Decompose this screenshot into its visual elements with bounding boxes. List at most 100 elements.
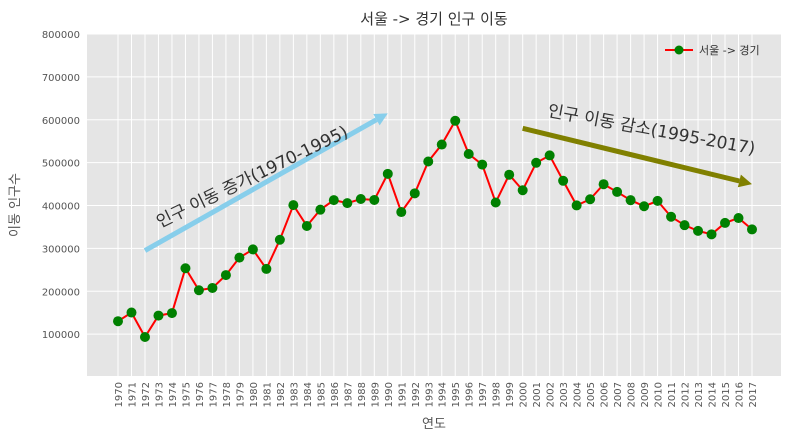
annotation-arrows: [143, 113, 752, 253]
data-point: [369, 194, 380, 205]
data-point: [652, 195, 663, 206]
data-point: [247, 244, 258, 255]
data-point: [288, 200, 299, 211]
x-tick-label: 2014: [708, 382, 719, 407]
x-tick-label: 2008: [627, 382, 638, 407]
x-tick-label: 1970: [114, 382, 125, 407]
x-tick-label: 2007: [613, 382, 624, 407]
data-point: [598, 179, 609, 190]
x-tick-label: 2013: [694, 382, 705, 407]
data-point: [679, 220, 690, 231]
x-tick-label: 1989: [370, 382, 381, 407]
x-tick-label: 1980: [249, 382, 260, 407]
x-tick-label: 1977: [208, 382, 219, 407]
x-tick-label: 1971: [127, 382, 138, 407]
x-tick-label: 1979: [235, 382, 246, 407]
x-tick-label: 1972: [141, 382, 152, 407]
x-tick-label: 1994: [438, 382, 449, 407]
x-tick-label: 1973: [154, 382, 165, 407]
data-point: [463, 149, 474, 160]
data-point: [450, 115, 461, 126]
x-tick-label: 2001: [532, 382, 543, 407]
data-point: [113, 316, 123, 327]
x-tick-label: 2011: [667, 382, 678, 407]
x-tick-label: 2012: [681, 382, 692, 407]
y-axis-ticks: 100000 200000 300000 400000 500000 600000 7000…: [42, 30, 80, 341]
data-point: [180, 263, 191, 274]
data-point: [166, 308, 177, 319]
y-tick-label: 600000: [42, 116, 80, 127]
x-tick-label: 1986: [330, 382, 341, 407]
data-point: [531, 157, 542, 168]
data-point: [328, 195, 339, 206]
data-point: [733, 213, 744, 224]
y-tick-label: 300000: [42, 244, 80, 255]
data-point: [409, 188, 420, 199]
data-point: [342, 198, 353, 209]
data-point: [720, 217, 731, 228]
x-tick-label: 1974: [168, 382, 179, 407]
data-point: [693, 225, 704, 236]
data-point: [301, 220, 312, 231]
x-tick-label: 2009: [640, 382, 651, 407]
x-tick-label: 1978: [222, 382, 233, 407]
x-tick-label: 1988: [357, 382, 368, 407]
data-point: [139, 331, 150, 342]
x-tick-label: 1992: [411, 382, 422, 407]
data-point: [274, 234, 285, 245]
x-tick-label: 1996: [465, 382, 476, 407]
x-tick-label: 1982: [276, 382, 287, 407]
x-tick-label: 2005: [586, 382, 597, 407]
legend-marker: [674, 45, 684, 55]
x-tick-label: 1985: [316, 382, 327, 407]
data-point: [382, 168, 393, 179]
x-tick-label: 1997: [478, 382, 489, 407]
data-series: [113, 115, 757, 342]
x-tick-label: 1995: [451, 382, 462, 407]
x-tick-label: 1987: [343, 382, 354, 407]
data-point: [517, 185, 528, 196]
data-point: [207, 282, 218, 293]
data-point: [423, 156, 434, 167]
x-tick-label: 2017: [748, 382, 759, 407]
data-point: [612, 186, 623, 197]
legend-label: 서울 -> 경기: [699, 44, 760, 57]
annotation-arrow-shaft: [522, 125, 740, 184]
data-point: [315, 204, 326, 215]
data-point: [220, 270, 231, 281]
chart-title: 서울 -> 경기 인구 이동: [360, 10, 508, 28]
x-tick-label: 1976: [195, 382, 206, 407]
annotation-arrow-shaft: [143, 117, 378, 253]
data-point: [558, 175, 569, 186]
x-tick-label: 2004: [573, 382, 584, 407]
x-axis-title: 연도: [422, 417, 446, 432]
x-tick-label: 1993: [424, 382, 435, 407]
data-point: [193, 285, 204, 296]
data-point: [436, 139, 447, 150]
legend: 서울 -> 경기: [665, 44, 760, 57]
y-tick-label: 100000: [42, 330, 80, 341]
y-axis-title: 이동 인구수: [8, 173, 23, 237]
x-tick-label: 1990: [384, 382, 395, 407]
x-tick-label: 2002: [546, 382, 557, 407]
data-point: [126, 307, 137, 318]
x-axis-ticks: 1970 1971 1972 1973 1974 1975 1976 1977 1978 1979…: [114, 382, 759, 407]
x-tick-label: 1998: [492, 382, 503, 407]
data-point: [504, 169, 515, 180]
data-point: [544, 150, 555, 161]
data-point: [234, 252, 245, 263]
data-point: [585, 194, 596, 205]
data-point: [666, 211, 677, 222]
data-point: [153, 310, 164, 321]
x-tick-label: 1983: [289, 382, 300, 407]
data-point: [639, 201, 650, 212]
y-tick-label: 400000: [42, 202, 80, 213]
y-tick-label: 800000: [42, 30, 80, 41]
y-tick-label: 500000: [42, 159, 80, 170]
x-tick-label: 2015: [721, 382, 732, 407]
x-tick-label: 1975: [181, 382, 192, 407]
data-point: [490, 197, 501, 208]
data-point: [355, 193, 366, 204]
x-tick-label: 2000: [519, 382, 530, 407]
